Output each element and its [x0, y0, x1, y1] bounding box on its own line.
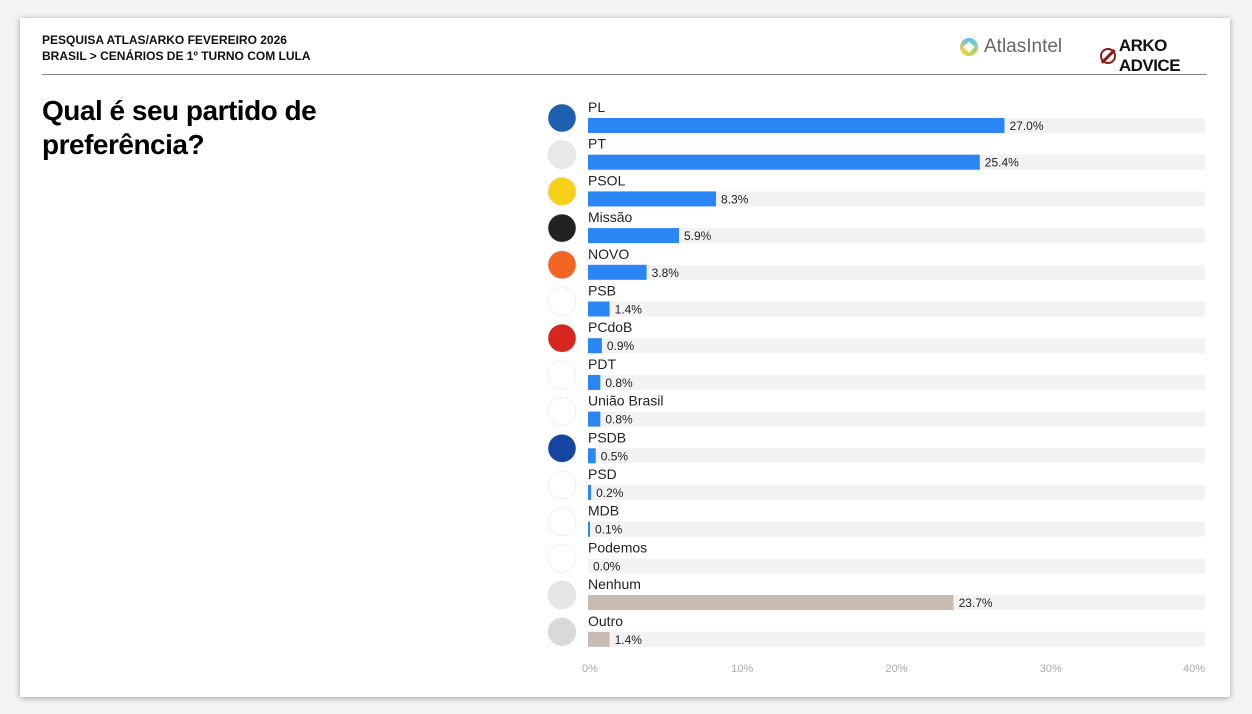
bar — [588, 411, 601, 427]
divider — [42, 74, 1207, 75]
missao-logo-icon — [547, 213, 577, 243]
value-label: 0.0% — [593, 559, 621, 573]
bar — [588, 301, 610, 317]
bar — [588, 448, 596, 464]
bar — [588, 228, 680, 244]
category-label: PL — [588, 99, 605, 115]
bar — [588, 595, 954, 611]
arko-mark-icon — [1100, 48, 1116, 64]
bar-track — [588, 631, 1205, 647]
arko-logo-text: ARKO ADVICE — [1118, 36, 1181, 75]
psb-logo-icon — [547, 287, 577, 316]
value-label: 0.2% — [596, 486, 624, 500]
category-label: Missão — [588, 209, 633, 225]
uniao-brasil-logo-icon — [547, 397, 577, 426]
category-label: MDB — [588, 503, 619, 519]
atlas-mark-icon — [960, 38, 978, 56]
category-label: União Brasil — [588, 393, 663, 409]
bar — [588, 154, 980, 170]
bar-track — [588, 228, 1205, 244]
value-label: 25.4% — [985, 156, 1019, 170]
pdt-logo-icon — [547, 360, 577, 390]
bar — [588, 191, 717, 207]
bar — [588, 264, 647, 280]
category-label: NOVO — [588, 246, 629, 262]
bar-track — [588, 485, 1205, 500]
category-label: PSDB — [588, 429, 626, 445]
value-label: 0.8% — [605, 376, 633, 390]
x-tick-label: 0% — [582, 663, 598, 675]
category-label: Nenhum — [588, 576, 641, 592]
pcdob-logo-icon — [547, 323, 577, 353]
podemos-logo-icon — [547, 544, 577, 573]
value-label: 8.3% — [721, 192, 749, 206]
bar-track — [588, 264, 1205, 280]
value-label: 1.4% — [615, 303, 643, 317]
x-tick-label: 10% — [731, 663, 753, 675]
person-icon-logo-icon — [547, 617, 577, 647]
value-label: 1.4% — [615, 633, 643, 647]
x-tick-label: 30% — [1040, 663, 1062, 675]
header: PESQUISA ATLAS/ARKO FEVEREIRO 2026 BRASI… — [42, 32, 311, 64]
value-label: 0.1% — [595, 523, 623, 537]
bar — [588, 374, 601, 390]
category-label: PCdoB — [588, 319, 632, 335]
bar-track — [588, 191, 1205, 207]
arko-advice-logo: ARKO ADVICE — [1100, 36, 1230, 76]
category-label: PSD — [588, 466, 617, 482]
bar — [588, 485, 592, 500]
category-label: PDT — [588, 356, 616, 372]
category-label: PSB — [588, 283, 616, 299]
question-title: Qual é seu partido de preferência? — [42, 95, 317, 160]
x-tick-label: 20% — [885, 663, 907, 675]
category-label: PSOL — [588, 172, 626, 188]
category-label: Outro — [588, 613, 623, 629]
value-label: 0.5% — [601, 449, 629, 463]
mdb-logo-icon — [547, 507, 577, 536]
value-label: 5.9% — [684, 229, 712, 243]
atlas-logo-text: AtlasIntel — [984, 36, 1063, 57]
pl-logo-icon — [547, 103, 577, 133]
bar-track — [588, 338, 1205, 354]
bar-track — [588, 411, 1205, 427]
atlasintel-logo: AtlasIntel — [960, 36, 1062, 58]
category-label: PT — [588, 136, 606, 152]
survey-title: PESQUISA ATLAS/ARKO FEVEREIRO 2026 — [42, 33, 287, 47]
value-label: 3.8% — [652, 266, 680, 280]
value-label: 0.8% — [605, 413, 633, 427]
breadcrumb: BRASIL > CENÁRIOS DE 1º TURNO COM LULA — [42, 49, 311, 63]
bar-track — [588, 374, 1205, 390]
bar — [588, 118, 1005, 133]
bar — [588, 521, 590, 537]
pt-star-logo-icon — [547, 140, 577, 169]
novo-logo-icon — [547, 250, 577, 280]
bar-track — [588, 521, 1205, 537]
value-label: 23.7% — [959, 596, 993, 610]
none-icon-logo-icon — [547, 580, 577, 610]
psol-logo-icon — [547, 177, 577, 206]
x-tick-label: 40% — [1183, 663, 1205, 675]
value-label: 27.0% — [1009, 119, 1043, 133]
bar — [588, 631, 610, 647]
bar-track — [588, 558, 1205, 574]
bar-track — [588, 448, 1205, 464]
bar — [588, 338, 602, 354]
category-label: Podemos — [588, 539, 647, 555]
value-label: 0.9% — [607, 339, 635, 353]
psdb-logo-icon — [547, 434, 577, 463]
psd-logo-icon — [547, 470, 577, 500]
bar-track — [588, 301, 1205, 317]
